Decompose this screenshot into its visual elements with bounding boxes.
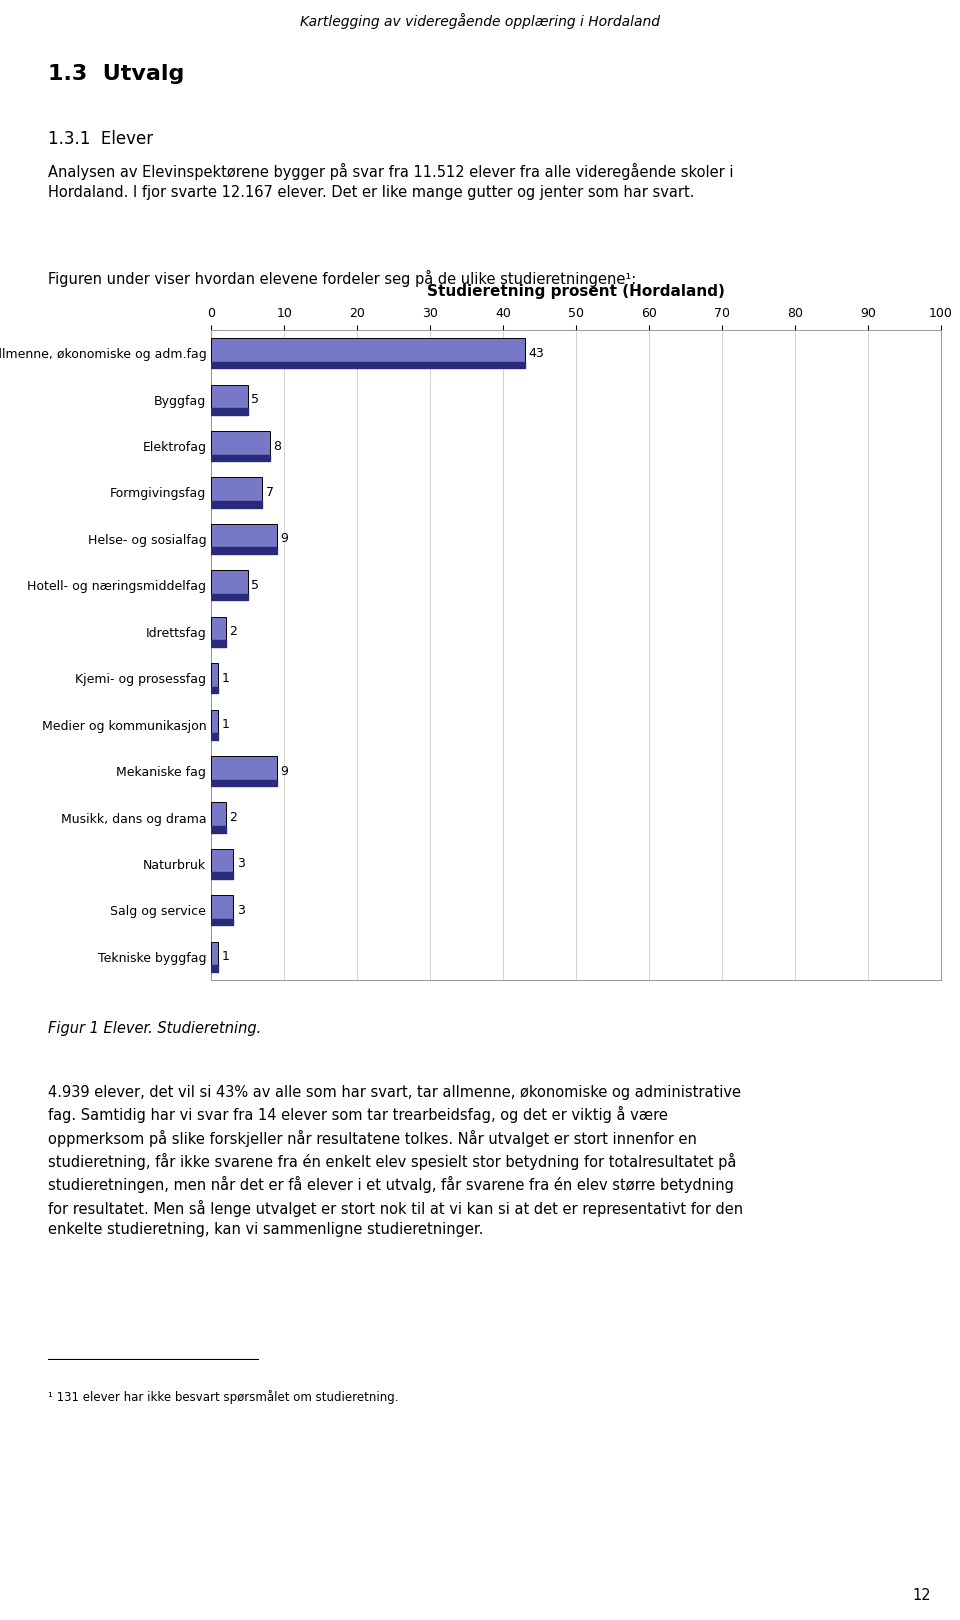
Bar xyxy=(211,849,233,880)
Text: 5: 5 xyxy=(252,394,259,407)
Bar xyxy=(211,431,270,462)
Text: 7: 7 xyxy=(266,486,274,499)
Bar xyxy=(211,361,525,368)
Bar xyxy=(211,570,248,601)
Bar xyxy=(211,941,219,972)
Bar xyxy=(211,896,233,925)
Bar xyxy=(211,384,248,415)
Text: ¹ 131 elever har ikke besvart spørsmålet om studieretning.: ¹ 131 elever har ikke besvart spørsmålet… xyxy=(48,1390,398,1405)
Text: 1.3.1  Elever: 1.3.1 Elever xyxy=(48,130,154,147)
Bar xyxy=(211,757,276,786)
Text: 9: 9 xyxy=(280,765,288,778)
Bar xyxy=(211,663,219,693)
Bar xyxy=(211,548,276,554)
Text: 2: 2 xyxy=(229,812,237,825)
Bar xyxy=(211,501,262,507)
Text: 1.3  Utvalg: 1.3 Utvalg xyxy=(48,65,184,84)
Text: 4.939 elever, det vil si 43% av alle som har svart, tar allmenne, økonomiske og : 4.939 elever, det vil si 43% av alle som… xyxy=(48,1085,743,1238)
Text: Analysen av Elevinspektørene bygger på svar fra 11.512 elever fra alle videregåe: Analysen av Elevinspektørene bygger på s… xyxy=(48,164,733,199)
Bar xyxy=(211,408,248,415)
Bar xyxy=(211,640,226,646)
Bar xyxy=(211,523,276,554)
Text: 1: 1 xyxy=(222,951,230,964)
Text: 1: 1 xyxy=(222,672,230,685)
Bar xyxy=(211,966,219,972)
Bar xyxy=(211,339,525,368)
Bar xyxy=(211,826,226,833)
Bar xyxy=(211,919,233,925)
Title: Studieretning prosent (Hordaland): Studieretning prosent (Hordaland) xyxy=(427,284,725,300)
Bar xyxy=(211,455,270,462)
Bar xyxy=(211,779,276,786)
Text: Kartlegging av videregående opplæring i Hordaland: Kartlegging av videregående opplæring i … xyxy=(300,13,660,29)
Bar xyxy=(211,617,226,646)
Bar xyxy=(211,710,219,740)
Text: 9: 9 xyxy=(280,533,288,546)
Bar xyxy=(211,734,219,740)
Text: 8: 8 xyxy=(274,439,281,452)
Bar xyxy=(211,873,233,880)
Text: Figur 1 Elever. Studieretning.: Figur 1 Elever. Studieretning. xyxy=(48,1022,261,1037)
Text: 1: 1 xyxy=(222,718,230,731)
Text: 5: 5 xyxy=(252,578,259,591)
Bar xyxy=(211,802,226,833)
Text: 43: 43 xyxy=(529,347,544,360)
Bar xyxy=(211,595,248,601)
Text: 12: 12 xyxy=(913,1589,931,1604)
Bar xyxy=(211,478,262,507)
Text: Figuren under viser hvordan elevene fordeler seg på de ulike studieretningene¹:: Figuren under viser hvordan elevene ford… xyxy=(48,271,636,287)
Text: 3: 3 xyxy=(237,857,245,870)
Bar xyxy=(211,687,219,693)
Text: 2: 2 xyxy=(229,625,237,638)
Text: 3: 3 xyxy=(237,904,245,917)
